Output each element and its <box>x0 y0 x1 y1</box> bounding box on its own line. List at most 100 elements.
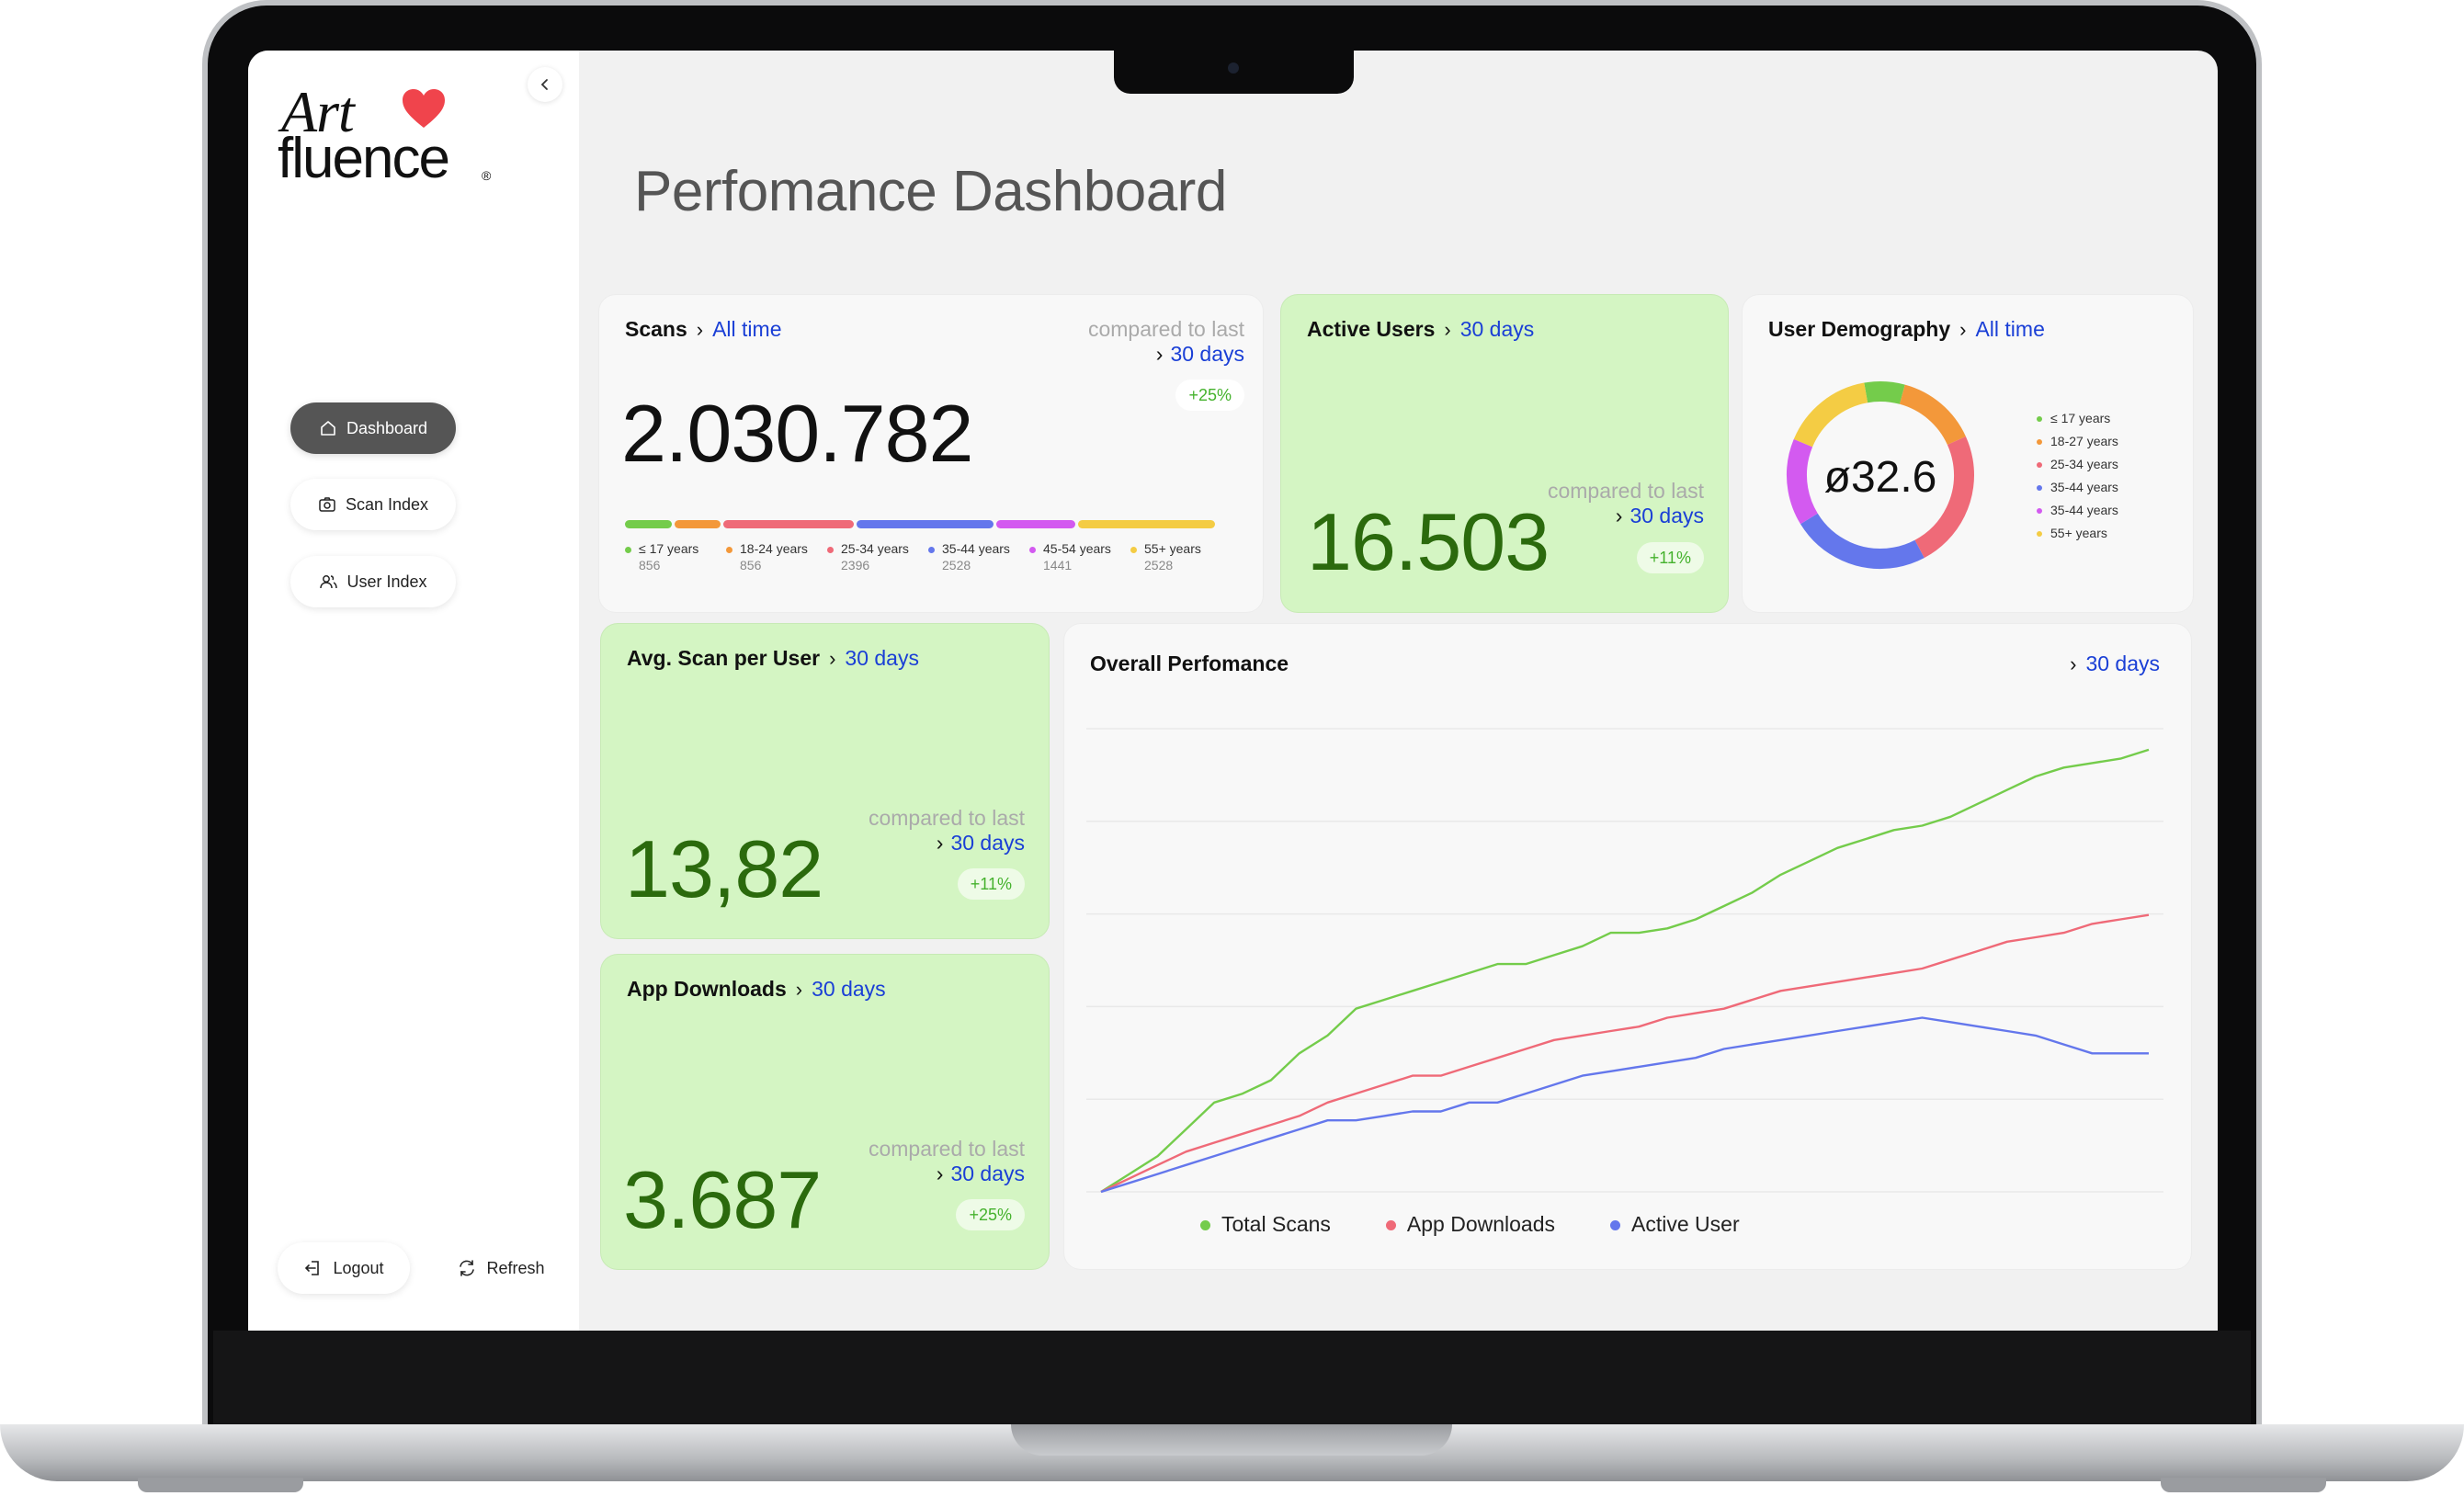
avg-scan-range-selector[interactable]: 30 days <box>845 646 919 670</box>
nav-user-index-label: User Index <box>346 572 427 591</box>
age-bar-segment <box>723 520 854 528</box>
chevron-right-icon: › <box>829 646 836 670</box>
donut-segment <box>1787 381 1974 569</box>
chart-legend-item: Total Scans <box>1200 1212 1331 1237</box>
laptop-chin <box>213 1331 2251 1432</box>
active-users-range-selector[interactable]: 30 days <box>1459 317 1535 341</box>
chevron-right-icon: › <box>1155 342 1164 366</box>
legend-dot-icon <box>1385 1220 1396 1231</box>
heart-icon <box>403 89 445 128</box>
active-users-compare-range[interactable]: › 30 days <box>1548 504 1704 528</box>
age-legend-label: 35-44 years <box>942 541 1010 556</box>
avg-scan-title: Avg. Scan per User <box>627 646 821 670</box>
legend-dot-icon <box>1130 546 1137 553</box>
age-bar-segment <box>625 520 672 528</box>
scans-compare-range[interactable]: › 30 days <box>1088 342 1244 367</box>
chevron-right-icon: › <box>1444 317 1451 341</box>
camera-icon <box>1228 62 1239 74</box>
app-downloads-delta-badge: +25% <box>956 1199 1025 1230</box>
age-legend-label: 25-34 years <box>841 541 909 556</box>
age-legend-item: ≤ 17 years 856 <box>625 541 726 572</box>
demography-donut-chart: ø32.6 <box>1787 381 1974 569</box>
refresh-button[interactable]: Refresh <box>441 1242 561 1294</box>
home-icon <box>321 421 335 436</box>
nav-dashboard[interactable]: Dashboard <box>290 402 456 454</box>
logo-registered-mark: ® <box>482 168 492 183</box>
legend-dot-icon <box>2037 416 2042 423</box>
logout-label: Logout <box>333 1258 384 1277</box>
demography-legend-label: 55+ years <box>2050 526 2107 540</box>
scans-compare-range-label: 30 days <box>1170 342 1244 366</box>
chevron-right-icon: › <box>696 317 704 341</box>
app-downloads-range-selector[interactable]: 30 days <box>812 977 886 1001</box>
age-legend-label: 45-54 years <box>1043 541 1111 556</box>
nav-scan-index[interactable]: Scan Index <box>290 479 456 530</box>
users-icon <box>320 575 338 589</box>
laptop-hinge <box>1011 1424 1452 1456</box>
camera-notch <box>1114 51 1354 94</box>
app-downloads-compare: compared to last › 30 days <box>869 1137 1025 1186</box>
compare-label: compared to last <box>868 806 1025 830</box>
legend-dot-icon <box>827 546 834 553</box>
series-line-app-downloads <box>1100 913 2150 1194</box>
legend-dot-icon <box>2037 439 2042 446</box>
active-users-value: 16.503 <box>1307 496 1550 587</box>
demography-average: ø32.6 <box>1824 453 1937 502</box>
app-downloads-card-header: App Downloads › 30 days <box>627 977 886 1002</box>
collapse-sidebar-button[interactable] <box>528 67 562 102</box>
camera-icon <box>319 497 335 512</box>
logout-button[interactable]: Logout <box>278 1242 410 1294</box>
age-legend-label: 55+ years <box>1144 541 1201 556</box>
chevron-left-icon <box>540 79 548 90</box>
chevron-right-icon: › <box>795 977 803 1001</box>
chart-legend-item: Active User <box>1610 1212 1740 1237</box>
overall-range-label: 30 days <box>2085 652 2160 675</box>
nav-user-index[interactable]: User Index <box>290 556 456 607</box>
age-legend-item: 35-44 years 2528 <box>928 541 1029 572</box>
scans-card: Scans › All time compared to last › 30 da… <box>599 295 1263 612</box>
legend-dot-icon <box>625 546 631 553</box>
age-legend-count: 856 <box>740 558 762 572</box>
demography-card-header: User Demography › All time <box>1768 317 2045 342</box>
compare-label: compared to last <box>1547 479 1704 503</box>
avg-scan-delta-badge: +11% <box>957 868 1025 900</box>
overall-line-chart <box>1086 728 2163 1194</box>
app-downloads-compare-range[interactable]: › 30 days <box>869 1162 1025 1186</box>
donut-segment <box>1787 381 1974 569</box>
avg-scan-compare-range-label: 30 days <box>950 831 1025 855</box>
screen: Art fluence ® Dashboard Scan Inde <box>248 51 2218 1331</box>
legend-dot-icon <box>1200 1220 1210 1231</box>
avg-scan-card: Avg. Scan per User › 30 days compared to… <box>601 624 1049 938</box>
overall-card-header: Overall Perfomance <box>1090 652 1289 676</box>
page-title: Perfomance Dashboard <box>634 160 1227 223</box>
age-bar-segment <box>674 520 721 528</box>
age-legend-item: 45-54 years 1441 <box>1029 541 1130 572</box>
demography-legend-label: 25-34 years <box>2050 457 2118 471</box>
age-legend-item: 25-34 years 2396 <box>827 541 928 572</box>
age-legend-count: 1441 <box>1043 558 1073 572</box>
chevron-right-icon: › <box>2070 652 2077 675</box>
scans-range-selector[interactable]: All time <box>712 317 782 341</box>
app-downloads-title: App Downloads <box>627 977 787 1001</box>
active-users-title: Active Users <box>1307 317 1436 341</box>
age-legend-count: 2528 <box>942 558 971 572</box>
demography-range-selector[interactable]: All time <box>1975 317 2045 341</box>
demography-legend-item: 25-34 years <box>2037 453 2118 476</box>
avg-scan-compare-range[interactable]: › 30 days <box>869 831 1025 856</box>
legend-dot-icon <box>1029 546 1036 553</box>
nav-scan-index-label: Scan Index <box>345 494 429 514</box>
demography-legend-label: 35-44 years <box>2050 503 2118 517</box>
app-downloads-compare-range-label: 30 days <box>950 1162 1025 1185</box>
laptop-foot <box>2161 1478 2326 1492</box>
age-legend-count: 2528 <box>1144 558 1174 572</box>
chart-legend-label: App Downloads <box>1406 1212 1556 1236</box>
refresh-label: Refresh <box>486 1258 545 1277</box>
demography-legend-item: 35-44 years <box>2037 499 2118 522</box>
series-line-active-user <box>1100 1016 2149 1194</box>
age-legend-count: 2396 <box>841 558 870 572</box>
chevron-right-icon: › <box>936 1162 944 1185</box>
active-users-compare-range-label: 30 days <box>1629 504 1704 527</box>
demography-legend-label: 35-44 years <box>2050 480 2118 494</box>
overall-range-selector[interactable]: › 30 days <box>2070 652 2160 676</box>
chart-legend: Total Scans App Downloads Active User <box>1200 1212 1740 1237</box>
